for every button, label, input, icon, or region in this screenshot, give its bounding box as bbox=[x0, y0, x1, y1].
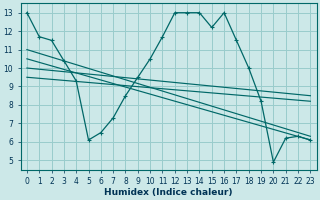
X-axis label: Humidex (Indice chaleur): Humidex (Indice chaleur) bbox=[104, 188, 233, 197]
